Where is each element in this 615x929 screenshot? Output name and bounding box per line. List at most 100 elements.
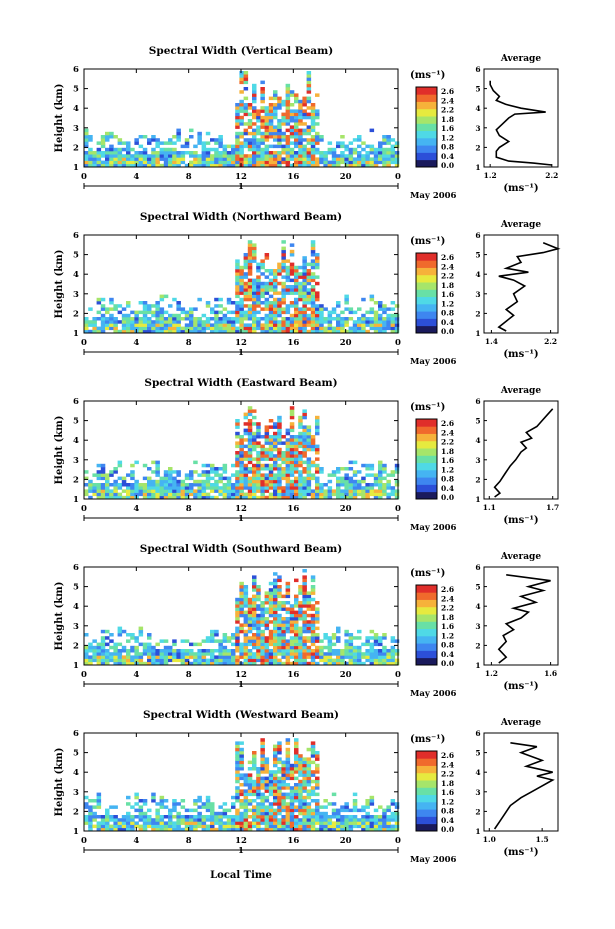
heatmap-cell <box>235 163 240 168</box>
colorbar-tick-label: 1.6 <box>441 124 454 133</box>
heatmap-cell <box>277 307 282 311</box>
heatmap-cell <box>239 441 244 445</box>
heatmap-cell <box>310 652 316 656</box>
heatmap-cell <box>386 313 391 318</box>
heatmap-cell <box>159 652 165 656</box>
heatmap-cell <box>243 620 249 624</box>
heatmap-cell <box>294 770 299 774</box>
heatmap-cell <box>88 799 93 803</box>
heatmap-cell <box>222 655 228 659</box>
heatmap-cell <box>294 122 299 126</box>
heatmap-cell <box>134 655 139 659</box>
heatmap-cell <box>147 633 152 637</box>
heatmap-cell <box>310 473 316 477</box>
heatmap-cell <box>294 131 299 136</box>
heatmap-cell <box>315 799 320 803</box>
heatmap-cell <box>268 154 274 158</box>
heatmap-cell <box>176 470 181 474</box>
heatmap-cell <box>189 310 194 315</box>
heatmap-cell <box>117 320 123 324</box>
heatmap-cell <box>281 649 286 653</box>
heatmap-cell <box>130 495 135 500</box>
heatmap-cell <box>306 661 312 666</box>
heatmap-cell <box>289 821 295 825</box>
heatmap-cell <box>126 486 131 490</box>
heatmap-cell <box>235 444 240 449</box>
heatmap-cell <box>256 151 261 155</box>
heatmap-cell <box>294 93 299 97</box>
heatmap-cell <box>310 157 316 161</box>
heatmap-cell <box>155 486 160 490</box>
heatmap-cell <box>310 262 316 267</box>
heatmap-cell <box>239 285 244 289</box>
heatmap-cell <box>302 613 307 618</box>
heatmap-cell <box>109 157 114 161</box>
heatmap-cell <box>239 151 244 155</box>
heatmap-cell <box>256 495 261 500</box>
heatmap-cell <box>239 652 244 656</box>
heatmap-cell <box>117 141 123 145</box>
heatmap-cell <box>336 323 341 327</box>
colorbar-swatch <box>416 816 437 825</box>
heatmap-cell <box>247 262 253 267</box>
heatmap-cell <box>273 438 278 442</box>
heatmap-cell <box>117 661 123 666</box>
x-tick-label: 0 <box>395 338 401 348</box>
heatmap-cell <box>155 808 160 813</box>
heatmap-cell <box>365 154 370 158</box>
heatmap-cell <box>84 470 89 474</box>
heatmap-cell <box>302 281 307 286</box>
heatmap-cell <box>142 317 148 321</box>
heatmap-cell <box>256 649 261 653</box>
heatmap-cell <box>138 492 144 497</box>
heatmap-cell <box>239 824 244 829</box>
avg-y-tick-label: 4 <box>475 602 480 611</box>
heatmap-cell <box>151 326 156 331</box>
heatmap-cell <box>180 658 186 663</box>
heatmap-cell <box>331 307 337 311</box>
heatmap-cell <box>260 818 265 822</box>
heatmap-cell <box>386 479 391 484</box>
heatmap-cell <box>285 623 291 627</box>
heatmap-cell <box>142 313 148 318</box>
heatmap-cell <box>159 486 165 490</box>
heatmap-cell <box>134 636 139 640</box>
heatmap-cell <box>336 160 341 165</box>
heatmap-cell <box>390 827 396 832</box>
heatmap-cell <box>315 821 320 825</box>
heatmap-cell <box>289 163 295 168</box>
heatmap-cell <box>352 645 358 650</box>
heatmap-cell <box>260 821 265 825</box>
heatmap-cell <box>319 157 324 161</box>
colorbar-tick-label: 1.2 <box>441 299 454 308</box>
heatmap-cell <box>310 607 316 611</box>
heatmap-cell <box>109 313 114 318</box>
heatmap-cell <box>226 297 232 302</box>
heatmap-cell <box>268 811 274 816</box>
heatmap-cell <box>361 661 366 666</box>
heatmap-cell <box>281 818 286 822</box>
heatmap-cell <box>235 435 240 439</box>
heatmap-cell <box>306 776 312 781</box>
heatmap-cell <box>252 575 257 579</box>
heatmap-cell <box>109 317 114 321</box>
heatmap-cell <box>327 141 333 145</box>
heatmap-cell <box>126 489 131 493</box>
y-tick-label: 1 <box>73 495 79 505</box>
heatmap-cell <box>298 661 303 666</box>
heatmap-cell <box>310 779 316 784</box>
heatmap-cell <box>243 479 249 484</box>
heatmap-cell <box>218 489 223 493</box>
heatmap-cell <box>256 795 261 800</box>
heatmap-cell <box>168 652 173 656</box>
avg-y-tick-label: 5 <box>475 583 480 592</box>
heatmap-cell <box>252 811 257 816</box>
heatmap-cell <box>222 160 228 165</box>
heatmap-cell <box>260 652 265 656</box>
heatmap-cell <box>121 163 127 168</box>
heatmap-cell <box>331 154 337 158</box>
heatmap-cell <box>268 473 274 477</box>
heatmap-cell <box>184 486 190 490</box>
heatmap-cell <box>273 483 278 487</box>
heatmap-cell <box>197 799 202 803</box>
